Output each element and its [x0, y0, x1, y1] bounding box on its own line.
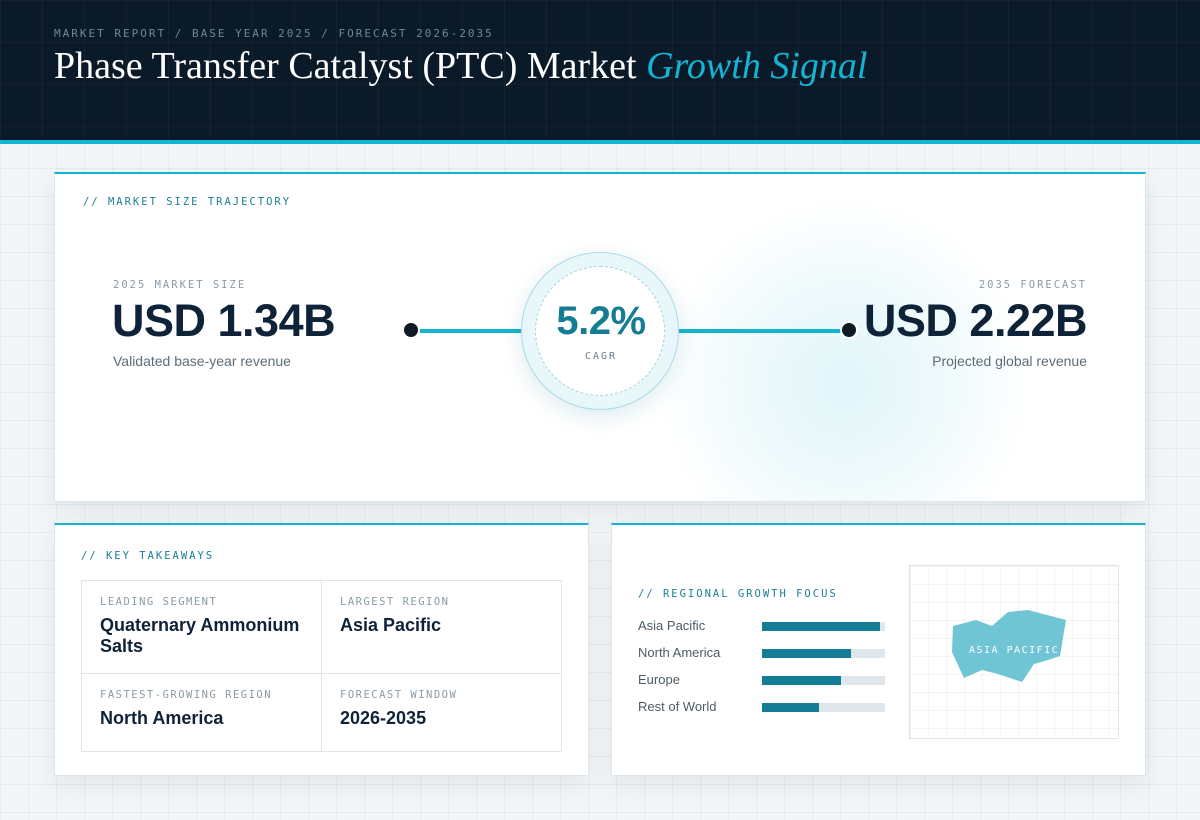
takeaway-value: Asia Pacific — [340, 615, 442, 635]
region-bar-name: North America — [638, 645, 721, 660]
takeaway-label: LEADING SEGMENT — [100, 596, 218, 608]
region-bar-name: Rest of World — [638, 699, 717, 714]
takeaway-label: FORECAST WINDOW — [340, 689, 458, 701]
takeaway-label: FASTEST-GROWING REGION — [100, 689, 273, 701]
end-size-label: 2035 FORECAST — [978, 279, 1087, 291]
end-point-marker — [840, 321, 858, 339]
cagr-value: 5.2% — [556, 299, 646, 343]
region-bar-fill — [762, 622, 881, 631]
regional-growth-focus-card: // REGIONAL GROWTH FOCUS Asia Pacific No… — [611, 523, 1146, 776]
region-bar-row: North America — [638, 645, 886, 661]
region-bar-fill — [762, 676, 841, 685]
takeaway-cell-forecast-window: FORECAST WINDOW 2026-2035 — [322, 674, 561, 751]
region-bar-name: Asia Pacific — [638, 618, 706, 633]
title-accent: Growth Signal — [646, 45, 868, 87]
page-title: Phase Transfer Catalyst (PTC) Market Gro… — [54, 44, 867, 88]
region-bar-fill — [762, 703, 819, 712]
asia-pacific-shape — [952, 610, 1066, 682]
takeaway-value: 2026-2035 — [340, 708, 427, 728]
takeaway-cell-fastest-growing-region: FASTEST-GROWING REGION North America — [82, 674, 322, 751]
region-map: ASIA PACIFIC — [909, 565, 1119, 739]
takeaways-card-label: // KEY TAKEAWAYS — [81, 550, 215, 562]
cagr-label: CAGR — [584, 351, 618, 362]
map-region-label: ASIA PACIFIC — [969, 645, 1060, 656]
title-main: Phase Transfer Catalyst (PTC) Market — [54, 45, 637, 87]
region-bar-track — [762, 622, 885, 631]
region-bar-track — [762, 703, 885, 712]
takeaway-cell-largest-region: LARGEST REGION Asia Pacific — [322, 581, 561, 674]
takeaway-cell-leading-segment: LEADING SEGMENT Quaternary Ammonium Salt… — [82, 581, 322, 674]
start-size-caption: Validated base-year revenue — [113, 353, 291, 369]
region-bar-track — [762, 676, 885, 685]
takeaway-value: North America — [100, 708, 224, 728]
cagr-badge-inner: 5.2% CAGR — [535, 266, 665, 396]
market-size-trajectory-card: // MARKET SIZE TRAJECTORY 2025 MARKET SI… — [54, 172, 1146, 502]
takeaway-value: Quaternary Ammonium Salts — [100, 615, 300, 656]
region-bar-row: Europe — [638, 672, 886, 688]
end-size-caption: Projected global revenue — [932, 353, 1087, 369]
takeaways-grid: LEADING SEGMENT Quaternary Ammonium Salt… — [81, 580, 562, 752]
takeaway-label: LARGEST REGION — [340, 596, 450, 608]
start-size-label: 2025 MARKET SIZE — [113, 279, 247, 291]
key-takeaways-card: // KEY TAKEAWAYS LEADING SEGMENT Quatern… — [54, 523, 589, 776]
start-point-marker — [402, 321, 420, 339]
region-bar-row: Rest of World — [638, 699, 886, 715]
background-glow — [655, 194, 1035, 501]
regional-card-label: // REGIONAL GROWTH FOCUS — [638, 588, 838, 600]
region-bar-row: Asia Pacific — [638, 618, 886, 634]
report-eyebrow: MARKET REPORT / BASE YEAR 2025 / FORECAS… — [54, 27, 494, 40]
report-header: MARKET REPORT / BASE YEAR 2025 / FORECAS… — [0, 0, 1200, 144]
cagr-badge: 5.2% CAGR — [521, 252, 679, 410]
start-size-value: USD 1.34B — [112, 295, 336, 346]
end-size-value: USD 2.22B — [863, 295, 1088, 346]
region-bar-name: Europe — [638, 672, 680, 687]
trajectory-card-label: // MARKET SIZE TRAJECTORY — [83, 196, 292, 208]
region-bar-track — [762, 649, 885, 658]
region-bar-fill — [762, 649, 851, 658]
